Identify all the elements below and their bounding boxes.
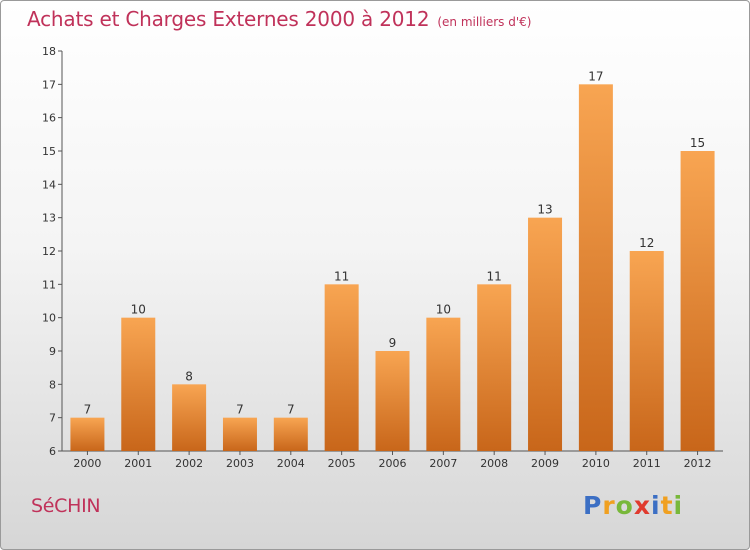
chart-unit: (en milliers d'€)	[437, 15, 532, 29]
x-tick-label-2010: 2010	[582, 457, 610, 470]
x-tick-label-2009: 2009	[531, 457, 559, 470]
data-label-2001: 10	[131, 303, 146, 317]
y-tick-label: 11	[42, 278, 56, 291]
x-tick-label-2003: 2003	[226, 457, 254, 470]
data-label-2008: 11	[487, 269, 502, 283]
bar-2010	[578, 84, 613, 451]
logo-letter: P	[583, 491, 603, 520]
x-tick-label-2001: 2001	[124, 457, 152, 470]
y-tick-label: 8	[49, 378, 56, 391]
y-tick-label: 6	[49, 445, 56, 458]
y-tick-label: 13	[42, 212, 56, 225]
y-tick-label: 15	[42, 145, 56, 158]
bar-2001	[121, 317, 156, 451]
bar-2005	[324, 284, 359, 451]
y-tick-label: 18	[42, 45, 56, 58]
y-tick-label: 16	[42, 112, 56, 125]
bar-2011	[629, 251, 664, 451]
logo-letter: t	[660, 491, 674, 520]
bar-2002	[172, 384, 207, 451]
data-label-2010: 17	[588, 69, 603, 83]
logo-letter: i	[651, 491, 661, 520]
chart-title: Achats et Charges Externes 2000 à 2012	[27, 7, 430, 31]
data-label-2003: 7	[236, 403, 244, 417]
data-label-2011: 12	[639, 236, 654, 250]
x-tick-label-2005: 2005	[328, 457, 356, 470]
bar-2012	[680, 151, 715, 451]
x-tick-label-2012: 2012	[684, 457, 712, 470]
bar-2009	[528, 217, 563, 451]
x-tick-label-2004: 2004	[277, 457, 305, 470]
title-row: Achats et Charges Externes 2000 à 2012 (e…	[27, 7, 531, 31]
data-label-2000: 7	[84, 403, 92, 417]
y-tick-label: 14	[42, 178, 56, 191]
data-label-2004: 7	[287, 403, 295, 417]
data-label-2007: 10	[436, 303, 451, 317]
data-label-2012: 15	[690, 136, 705, 150]
bar-2000	[70, 417, 105, 451]
data-label-2006: 9	[389, 336, 397, 350]
bar-2008	[477, 284, 512, 451]
bar-2006	[375, 351, 410, 451]
proxiti-logo: Proxiti	[583, 491, 683, 520]
logo-letter: o	[615, 491, 634, 520]
data-label-2009: 13	[537, 203, 552, 217]
y-tick-label: 17	[42, 78, 56, 91]
x-tick-label-2002: 2002	[175, 457, 203, 470]
bar-2003	[222, 417, 257, 451]
data-label-2005: 11	[334, 269, 349, 283]
x-tick-label-2008: 2008	[480, 457, 508, 470]
x-tick-label-2011: 2011	[633, 457, 661, 470]
data-label-2002: 8	[185, 369, 193, 383]
y-tick-label: 10	[42, 312, 56, 325]
logo-letter: r	[602, 491, 616, 520]
y-tick-label: 12	[42, 245, 56, 258]
logo-letter: i	[673, 491, 684, 520]
bar-2004	[273, 417, 308, 451]
commune-name: SéCHIN	[31, 495, 101, 517]
x-tick-label-2000: 2000	[73, 457, 101, 470]
logo-letter: x	[633, 491, 651, 520]
x-tick-label-2006: 2006	[379, 457, 407, 470]
y-tick-label: 7	[49, 412, 56, 425]
y-tick-label: 9	[49, 345, 56, 358]
bar-2007	[426, 317, 461, 451]
x-tick-label-2007: 2007	[429, 457, 457, 470]
